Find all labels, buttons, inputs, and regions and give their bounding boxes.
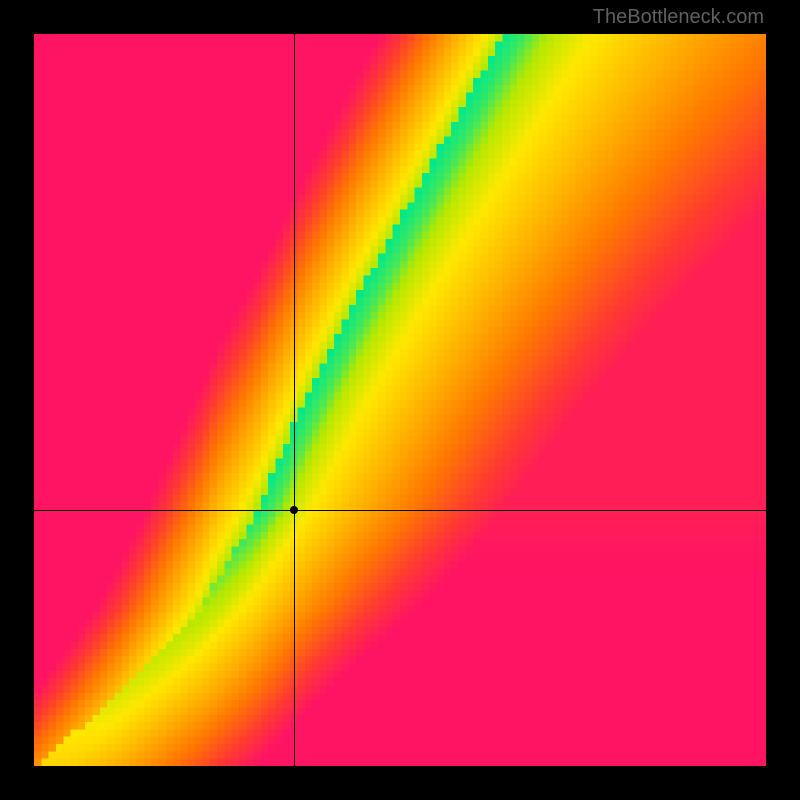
crosshair-vertical-line [294, 34, 295, 766]
crosshair-horizontal-line [34, 510, 766, 511]
bottleneck-heatmap [34, 34, 766, 766]
chart-frame: TheBottleneck.com [0, 0, 800, 800]
crosshair-point [290, 506, 298, 514]
attribution-text: TheBottleneck.com [593, 6, 764, 29]
